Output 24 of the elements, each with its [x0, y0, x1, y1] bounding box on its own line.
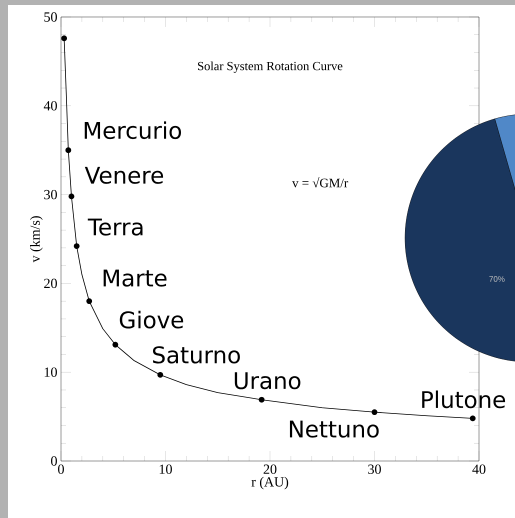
x-tick-label: 20	[264, 464, 276, 474]
annotation: Urano	[234, 372, 300, 390]
x-axis-title: r (AU)	[251, 476, 288, 490]
y-tick-label: 20	[44, 278, 57, 288]
y-tick-label: 30	[44, 190, 57, 200]
annotation: v = √GM/r	[292, 176, 348, 188]
y-tick-label: 40	[44, 101, 57, 111]
annotation: Terra	[88, 218, 142, 236]
x-tick-label: 0	[58, 464, 64, 474]
x-tick-label: 40	[472, 464, 486, 474]
annotation: Nettuno	[290, 420, 379, 438]
annotation: Mercurio	[84, 121, 181, 140]
y-tick-label: 50	[44, 12, 57, 22]
annotation: Giove	[120, 310, 184, 329]
annotation: Venere	[84, 166, 164, 184]
annotation: Plutone	[422, 390, 506, 408]
y-axis-title: v (km/s)	[30, 216, 43, 262]
annotation: Marte	[104, 270, 167, 287]
text: Solar System Rotation Curve	[198, 62, 342, 73]
y-tick-label: 10	[44, 367, 57, 377]
annotation: Saturno	[152, 346, 240, 364]
x-tick-label: 30	[368, 464, 381, 474]
y-tick-label: 0	[51, 456, 57, 466]
x-tick-label: 10	[160, 464, 172, 474]
